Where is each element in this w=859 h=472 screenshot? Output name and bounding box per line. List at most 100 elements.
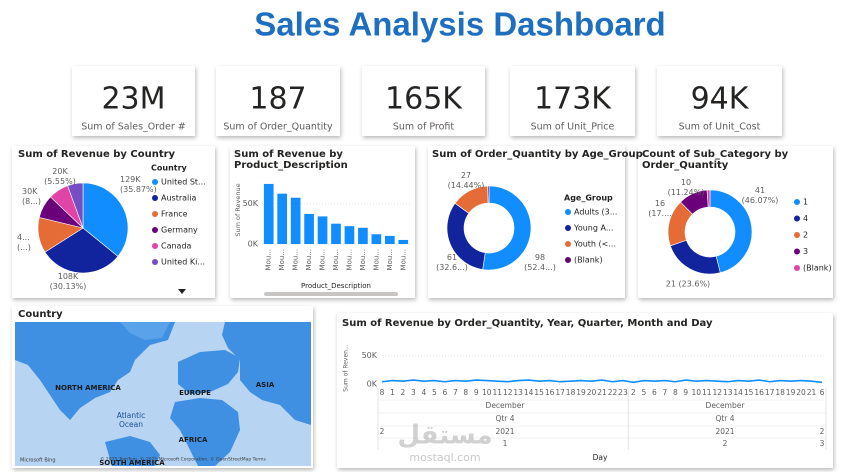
line <box>381 379 823 384</box>
kpi-card <box>510 66 635 136</box>
legend-marker <box>565 241 571 247</box>
data-label: 27 (14.44%) <box>448 171 485 190</box>
x-tick-label: 7 <box>662 388 667 397</box>
x-tick-label: 4 <box>422 388 427 397</box>
x-tick-label: Mou... <box>305 249 313 270</box>
x-tick-label: 10 <box>692 388 702 397</box>
x-tick-label: 12 <box>712 388 722 397</box>
bar <box>344 226 355 244</box>
x-tick-label: 7 <box>453 388 458 397</box>
x-tick-label: 2 <box>631 388 636 397</box>
legend-marker <box>565 225 571 231</box>
x-tick-label: 23 <box>618 388 628 397</box>
x-hierarchy-label: 2 <box>820 427 825 436</box>
slice <box>709 189 753 274</box>
kpi-value: 165K <box>385 82 463 117</box>
slice <box>482 185 532 271</box>
kpi-value: 23M <box>101 82 165 117</box>
land <box>222 322 311 425</box>
chart-title: Sum of Revenue by Order_Quantity, Year, … <box>342 318 713 329</box>
chart-title: Count of Sub_Category by Order_Quantity <box>642 149 789 171</box>
x-tick-label: 19 <box>576 388 586 397</box>
x-tick-label: 17 <box>555 388 565 397</box>
legend-marker <box>152 259 158 265</box>
map-label: Ocean <box>119 420 143 429</box>
x-tick-label: 20 <box>587 388 597 397</box>
kpi-card <box>72 66 195 136</box>
map-label: Atlantic <box>117 411 146 420</box>
map-label: SOUTH AMERICA <box>99 459 165 467</box>
x-tick-label: Mou... <box>386 249 394 270</box>
x-tick-label: 3 <box>411 388 416 397</box>
legend-label: (Blank) <box>803 264 832 273</box>
data-label: 16 (17.... <box>648 199 671 218</box>
data-label: 4... (...) <box>17 233 31 252</box>
x-tick-label: Mou... <box>359 249 367 270</box>
legend-marker <box>152 227 158 233</box>
bar <box>263 183 274 244</box>
map-label: ASIA <box>256 381 275 389</box>
bar <box>277 193 288 244</box>
legend-label: (Blank) <box>574 256 603 265</box>
legend-title: Country <box>151 164 188 173</box>
x-tick-label: 9 <box>474 388 479 397</box>
map-label: AFRICA <box>179 436 208 444</box>
x-axis-title: Day <box>593 453 608 462</box>
y-tick-label: 0K <box>367 380 378 389</box>
line-panel <box>337 313 833 468</box>
legend-scroll-arrow[interactable] <box>178 289 186 294</box>
x-tick-label: 18 <box>775 388 785 397</box>
slice <box>67 182 84 229</box>
x-hierarchy-label: December <box>486 401 526 410</box>
kpi-card <box>216 66 340 136</box>
legend-marker <box>565 257 571 263</box>
legend-label: 2 <box>803 231 808 240</box>
map-label: NORTH AMERICA <box>55 384 121 392</box>
map-attribution: © 2025 TomTom, © 2025 Microsoft Corporat… <box>100 456 267 463</box>
legend-label: Young A... <box>573 224 613 233</box>
x-tick-label: 10 <box>482 388 492 397</box>
x-tick-label: 5 <box>432 388 437 397</box>
x-hierarchy-label: 1 <box>503 439 508 448</box>
kpi-value: 94K <box>691 82 750 117</box>
x-tick-label: 15 <box>744 388 754 397</box>
y-tick-label: 0K <box>248 240 259 249</box>
legend-label: United Ki... <box>161 258 205 267</box>
kpi-card <box>362 66 485 136</box>
legend-marker <box>794 199 800 205</box>
y-axis-title: Sum of Revenue <box>234 183 242 236</box>
map <box>15 322 311 466</box>
x-tick-label: 13 <box>723 388 733 397</box>
x-tick-label: 6 <box>820 388 825 397</box>
data-label: 61 (32.6...) <box>436 253 468 272</box>
x-hierarchy-label: 2 <box>723 439 728 448</box>
x-tick-label: 8 <box>673 388 678 397</box>
legend-marker <box>565 209 571 215</box>
x-tick-label: 15 <box>534 388 544 397</box>
slice <box>44 227 119 274</box>
bar <box>331 223 341 244</box>
land <box>105 436 160 466</box>
legend-label: United St... <box>161 178 206 187</box>
x-tick-label: Mou... <box>372 249 380 270</box>
x-tick-label: 14 <box>524 388 534 397</box>
x-tick-label: 8 <box>380 388 385 397</box>
kpi-label: Sum of Sales_Order # <box>81 122 186 133</box>
x-tick-label: 16 <box>545 388 555 397</box>
slice <box>82 182 129 257</box>
legend-label: Adults (3... <box>574 208 617 217</box>
x-tick-label: 11 <box>702 388 712 397</box>
legend-marker <box>152 195 158 201</box>
map-title: Country <box>18 309 63 320</box>
kpi-label: Sum of Order_Quantity <box>223 122 333 133</box>
legend-marker <box>152 211 158 217</box>
legend-marker <box>152 179 158 185</box>
data-label: 98 (52.4...) <box>524 253 556 272</box>
y-tick-label: 50K <box>243 199 259 208</box>
chart-title: Sum of Revenue by Country <box>18 149 176 160</box>
bar <box>384 235 395 244</box>
x-tick-label: 22 <box>608 388 618 397</box>
kpi-value: 173K <box>534 82 612 117</box>
legend-marker <box>794 215 800 222</box>
